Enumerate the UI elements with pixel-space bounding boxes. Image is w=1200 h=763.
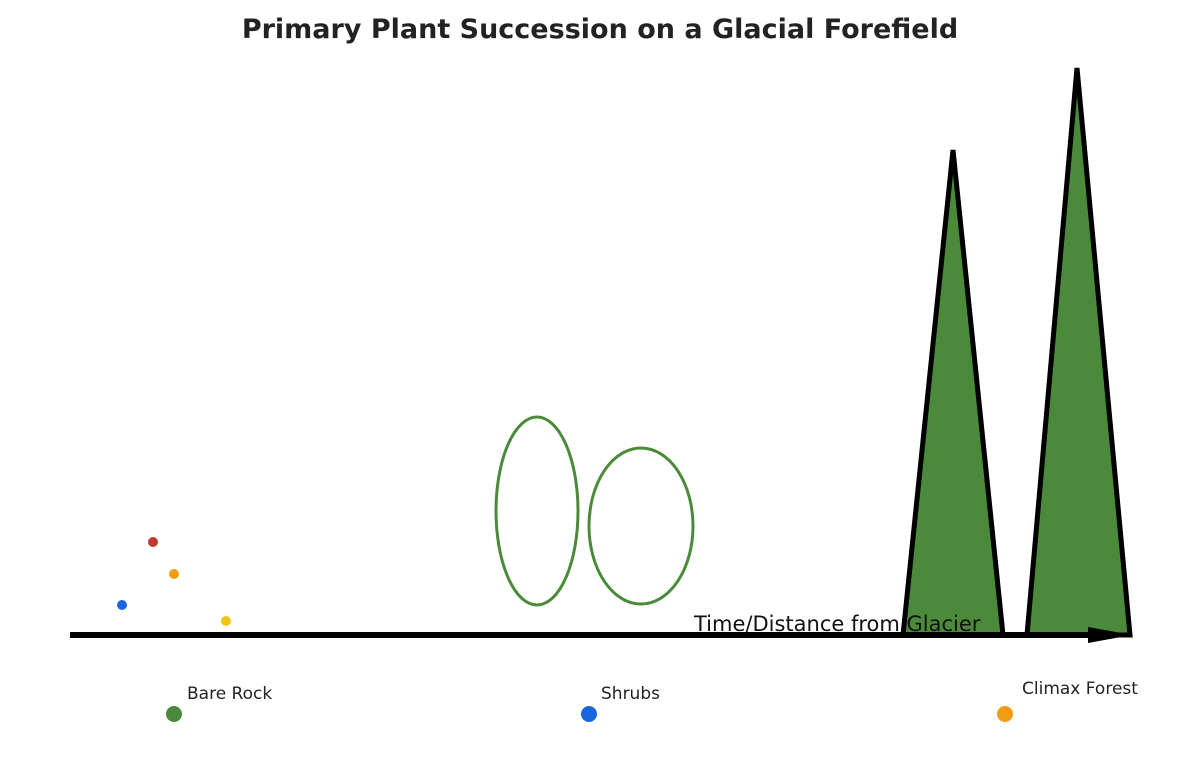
pioneer-dot bbox=[117, 600, 127, 610]
pioneer-dot bbox=[169, 569, 179, 579]
shrub bbox=[494, 415, 580, 607]
axis-arrow bbox=[1088, 627, 1132, 643]
tree bbox=[900, 149, 1006, 638]
shrub bbox=[587, 446, 695, 606]
axis-label: Time/Distance from Glacier bbox=[693, 612, 981, 636]
stage-marker bbox=[166, 706, 182, 722]
stage-marker bbox=[997, 706, 1013, 722]
pioneer-dot bbox=[148, 537, 158, 547]
stage-label: Shrubs bbox=[601, 684, 660, 704]
title: Primary Plant Succession on a Glacial Fo… bbox=[242, 14, 958, 45]
tree bbox=[1024, 67, 1133, 638]
pioneer-dot bbox=[221, 616, 231, 626]
stage-label: Bare Rock bbox=[187, 684, 272, 704]
stage-label: Climax Forest bbox=[1022, 679, 1138, 699]
stage-marker bbox=[581, 706, 597, 722]
